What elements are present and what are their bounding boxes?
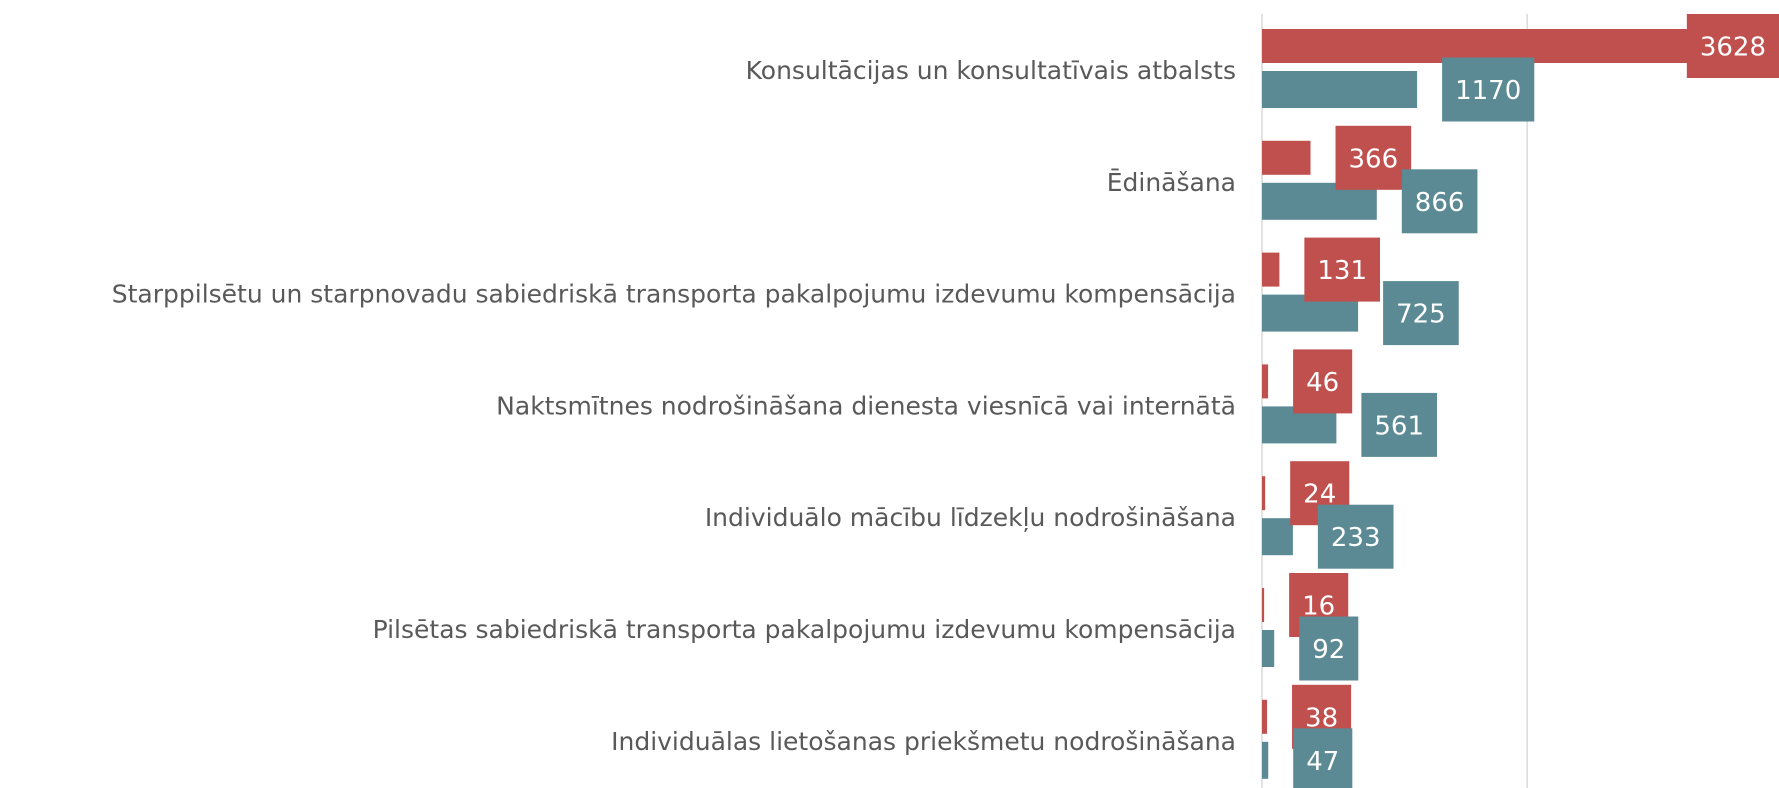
data-label-box xyxy=(1442,57,1535,122)
data-label: 92 xyxy=(1312,635,1345,665)
data-label-box xyxy=(1335,125,1412,190)
data-label: 3628 xyxy=(1700,33,1766,63)
bar xyxy=(1262,71,1418,108)
data-label-box xyxy=(1299,616,1359,681)
data-label: 131 xyxy=(1317,256,1367,286)
data-label: 233 xyxy=(1331,523,1381,553)
data-label-box xyxy=(1293,349,1353,414)
category-label: Konsultācijas un konsultatīvais atbalsts xyxy=(746,56,1236,85)
category-label: Individuālas lietošanas priekšmetu nodro… xyxy=(611,727,1236,756)
category-label: Ēdināšana xyxy=(1107,168,1236,197)
data-label-box xyxy=(1293,728,1353,788)
data-label: 561 xyxy=(1374,411,1424,441)
bar xyxy=(1262,630,1275,667)
data-label: 46 xyxy=(1306,368,1339,398)
bar xyxy=(1262,252,1280,287)
bar xyxy=(1262,140,1311,175)
category-label: Starppilsētu un starpnovadu sabiedriskā … xyxy=(112,280,1236,309)
bar xyxy=(1262,588,1265,622)
data-label-box xyxy=(1361,392,1438,457)
data-label-box xyxy=(1383,281,1459,346)
bar xyxy=(1262,364,1269,399)
data-label-box xyxy=(1304,237,1381,302)
category-label: Pilsētas sabiedriskā transporta pakalpoj… xyxy=(373,615,1236,644)
category-label: Individuālo mācību līdzekļu nodrošināšan… xyxy=(705,503,1236,532)
bar xyxy=(1262,741,1269,779)
bar xyxy=(1262,518,1293,556)
data-label-box xyxy=(1317,504,1394,569)
category-label: Naktsmītnes nodrošināšana dienesta viesn… xyxy=(496,391,1236,420)
data-label: 866 xyxy=(1415,188,1465,218)
data-label: 1170 xyxy=(1455,76,1521,106)
data-label: 47 xyxy=(1306,747,1339,777)
data-label-box xyxy=(1401,169,1478,234)
data-label-box xyxy=(1686,14,1779,78)
bar xyxy=(1262,699,1268,734)
data-label: 366 xyxy=(1349,144,1399,174)
bar xyxy=(1262,29,1743,63)
bar xyxy=(1262,476,1266,511)
data-label: 725 xyxy=(1396,300,1446,330)
